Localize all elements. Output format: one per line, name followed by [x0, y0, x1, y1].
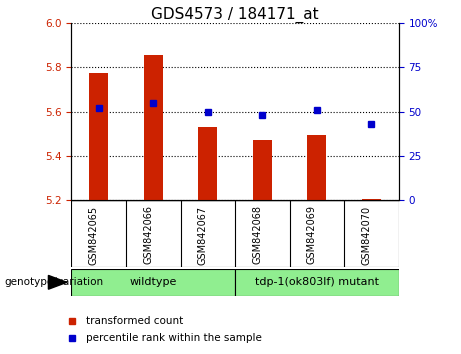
Polygon shape [48, 275, 67, 289]
Bar [71, 269, 235, 296]
Title: GDS4573 / 184171_at: GDS4573 / 184171_at [151, 7, 319, 23]
Bar [89, 73, 108, 200]
Text: transformed count: transformed count [86, 316, 183, 326]
Text: GSM842066: GSM842066 [143, 205, 153, 264]
Bar [362, 199, 381, 200]
Text: wildtype: wildtype [130, 277, 177, 287]
Bar [144, 55, 163, 200]
Text: GSM842067: GSM842067 [198, 205, 208, 264]
Text: GSM842070: GSM842070 [361, 205, 372, 264]
Bar [198, 127, 218, 200]
Text: tdp-1(ok803lf) mutant: tdp-1(ok803lf) mutant [255, 277, 379, 287]
Bar [253, 140, 272, 200]
Text: GSM842068: GSM842068 [252, 205, 262, 264]
Text: genotype/variation: genotype/variation [5, 277, 104, 287]
Bar [235, 269, 399, 296]
Text: percentile rank within the sample: percentile rank within the sample [86, 333, 262, 343]
Bar [307, 135, 326, 200]
Text: GSM842069: GSM842069 [307, 205, 317, 264]
Text: GSM842065: GSM842065 [89, 205, 99, 264]
